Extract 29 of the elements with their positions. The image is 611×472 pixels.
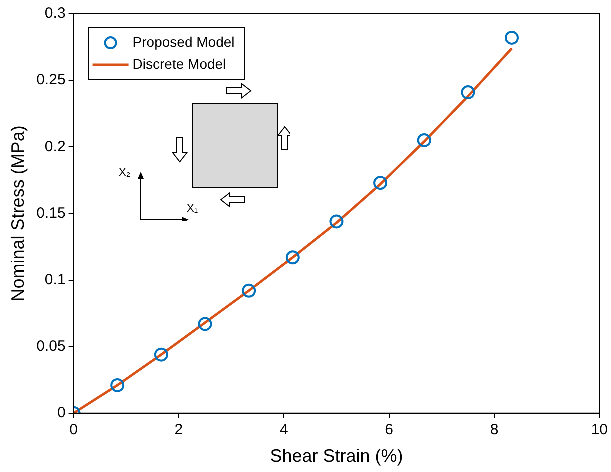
y-tick-label: 0.2 (44, 138, 66, 156)
annotation: X₂ (119, 167, 131, 179)
point (374, 176, 388, 190)
point (417, 133, 432, 148)
legend-label: Discrete Model (132, 56, 226, 72)
x-tick-label: 4 (280, 422, 288, 439)
x-tick-label: 8 (490, 422, 499, 439)
x-tick-label: 10 (591, 422, 608, 439)
y-tick-label: 0.25 (36, 72, 66, 89)
point (154, 348, 168, 362)
point (242, 284, 256, 298)
legend-label: Proposed Model (132, 34, 235, 50)
point (286, 250, 300, 265)
x-axis-title: Shear Strain (%) (270, 446, 404, 466)
point (330, 214, 344, 229)
x-tick-label: 2 (174, 422, 184, 439)
point (461, 86, 476, 100)
y-tick-label: 0.15 (36, 204, 66, 222)
y-tick-label: 0 (57, 404, 66, 422)
y-tick-label: 0.1 (44, 271, 66, 288)
y-tick-label: 0.3 (44, 5, 66, 22)
y-tick-label: 0.05 (36, 338, 66, 355)
y-axis-title: Nominal Stress (MPa) (8, 126, 28, 302)
annotation: X₁ (187, 203, 198, 215)
x-tick-label: 6 (385, 422, 394, 439)
point (110, 378, 125, 392)
x-tick-label: 0 (70, 422, 78, 439)
point (504, 30, 519, 45)
point (198, 317, 212, 332)
